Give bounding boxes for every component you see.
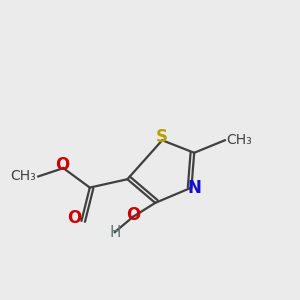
- Text: O: O: [126, 206, 140, 224]
- Text: N: N: [187, 178, 201, 196]
- Text: CH₃: CH₃: [226, 133, 252, 147]
- Text: O: O: [55, 156, 69, 174]
- Text: H: H: [109, 225, 121, 240]
- Text: CH₃: CH₃: [10, 169, 35, 184]
- Text: S: S: [156, 128, 168, 146]
- Text: O: O: [68, 209, 82, 227]
